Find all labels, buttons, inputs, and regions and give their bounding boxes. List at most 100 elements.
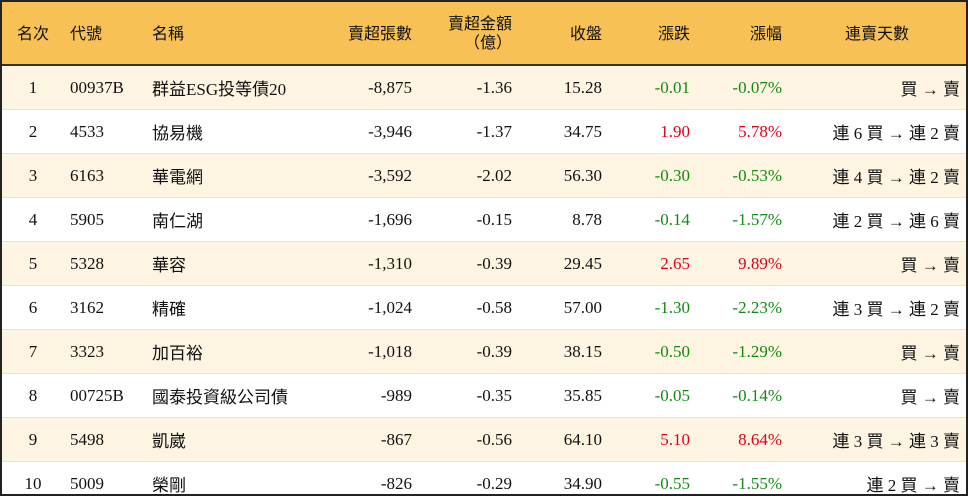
header-change[interactable]: 漲跌 [608,2,696,66]
cell-rank: 9 [2,417,64,462]
cell-close: 34.75 [518,109,608,154]
cell-code[interactable]: 00937B [64,65,146,110]
cell-pct: 9.89% [696,241,788,286]
cell-pct: -1.57% [696,197,788,242]
header-amount[interactable]: 賣超金額（億） [418,2,518,66]
table-row[interactable]: 2 4533 協易機 -3,946 -1.37 34.75 1.90 5.78% 連 6 買 →… [2,109,966,154]
cell-change: 1.90 [608,109,696,154]
cell-lots: -867 [318,417,418,462]
cell-amount: -0.58 [418,285,518,330]
cell-streak: 連 4 買 → 連 2 賣 [788,153,966,198]
cell-lots: -989 [318,373,418,418]
cell-change: -0.05 [608,373,696,418]
cell-lots: -3,946 [318,109,418,154]
cell-streak: 連 2 買 → 連 6 賣 [788,197,966,242]
table-row[interactable]: 4 5905 南仁湖 -1,696 -0.15 8.78 -0.14 -1.57% 連 2 買 … [2,197,966,242]
cell-lots: -1,024 [318,285,418,330]
cell-amount: -0.56 [418,417,518,462]
cell-close: 29.45 [518,241,608,286]
cell-code[interactable]: 4533 [64,109,146,154]
cell-change: -0.50 [608,329,696,374]
header-lots[interactable]: 賣超張數 [318,2,418,66]
cell-amount: -0.15 [418,197,518,242]
cell-pct: -0.14% [696,373,788,418]
header-close[interactable]: 收盤 [518,2,608,66]
cell-change: -0.01 [608,65,696,110]
table-row[interactable]: 1 00937B 群益ESG投等債20 -8,875 -1.36 15.28 -0.01 -0… [2,65,966,110]
cell-lots: -1,310 [318,241,418,286]
table-row[interactable]: 9 5498 凱崴 -867 -0.56 64.10 5.10 8.64% 連 3 買 → 連 … [2,417,966,462]
cell-pct: -1.55% [696,461,788,494]
cell-change: -0.30 [608,153,696,198]
cell-name[interactable]: 榮剛 [146,461,318,494]
cell-rank: 6 [2,285,64,330]
cell-code[interactable]: 3162 [64,285,146,330]
cell-code[interactable]: 5498 [64,417,146,462]
cell-lots: -3,592 [318,153,418,198]
cell-pct: -1.29% [696,329,788,374]
header-name[interactable]: 名稱 [146,2,318,66]
cell-name[interactable]: 協易機 [146,109,318,154]
header-pct[interactable]: 漲幅 [696,2,788,66]
cell-amount: -1.37 [418,109,518,154]
cell-name[interactable]: 凱崴 [146,417,318,462]
cell-rank: 5 [2,241,64,286]
cell-code[interactable]: 00725B [64,373,146,418]
cell-change: -0.14 [608,197,696,242]
cell-close: 35.85 [518,373,608,418]
cell-code[interactable]: 5328 [64,241,146,286]
cell-rank: 4 [2,197,64,242]
cell-name[interactable]: 華電網 [146,153,318,198]
table-row[interactable]: 3 6163 華電網 -3,592 -2.02 56.30 -0.30 -0.53% 連 4 買… [2,153,966,198]
cell-rank: 2 [2,109,64,154]
cell-pct: 8.64% [696,417,788,462]
cell-name[interactable]: 華容 [146,241,318,286]
cell-name[interactable]: 加百裕 [146,329,318,374]
cell-amount: -0.35 [418,373,518,418]
cell-pct: -0.07% [696,65,788,110]
cell-change: 5.10 [608,417,696,462]
cell-close: 15.28 [518,65,608,110]
cell-name[interactable]: 南仁湖 [146,197,318,242]
cell-code[interactable]: 5009 [64,461,146,494]
cell-name[interactable]: 國泰投資級公司債 [146,373,318,418]
header-code[interactable]: 代號 [64,2,146,66]
cell-lots: -826 [318,461,418,494]
cell-name[interactable]: 群益ESG投等債20 [146,65,318,110]
cell-amount: -0.39 [418,241,518,286]
cell-code[interactable]: 6163 [64,153,146,198]
cell-rank: 10 [2,461,64,494]
cell-rank: 3 [2,153,64,198]
cell-streak: 買 → 賣 [788,241,966,286]
header-rank[interactable]: 名次 [2,2,64,66]
cell-close: 34.90 [518,461,608,494]
cell-pct: 5.78% [696,109,788,154]
cell-pct: -0.53% [696,153,788,198]
header-row: 名次 代號 名稱 賣超張數 賣超金額（億） 收盤 漲跌 漲幅 連賣天數 [2,2,966,66]
cell-code[interactable]: 5905 [64,197,146,242]
table-row[interactable]: 5 5328 華容 -1,310 -0.39 29.45 2.65 9.89% 買 → 賣 [2,241,966,286]
cell-rank: 7 [2,329,64,374]
cell-lots: -1,696 [318,197,418,242]
table-row[interactable]: 10 5009 榮剛 -826 -0.29 34.90 -0.55 -1.55% 連 2 買 →… [2,461,966,494]
cell-close: 38.15 [518,329,608,374]
table-row[interactable]: 6 3162 精確 -1,024 -0.58 57.00 -1.30 -2.23% 連 3 買 … [2,285,966,330]
cell-rank: 1 [2,65,64,110]
header-streak[interactable]: 連賣天數 [788,2,966,66]
table-row[interactable]: 8 00725B 國泰投資級公司債 -989 -0.35 35.85 -0.05 -0.14%… [2,373,966,418]
cell-streak: 連 2 買 → 賣 [788,461,966,494]
cell-lots: -8,875 [318,65,418,110]
cell-amount: -0.39 [418,329,518,374]
cell-streak: 連 3 買 → 連 3 賣 [788,417,966,462]
cell-change: 2.65 [608,241,696,286]
cell-streak: 連 6 買 → 連 2 賣 [788,109,966,154]
cell-change: -1.30 [608,285,696,330]
cell-amount: -2.02 [418,153,518,198]
cell-code[interactable]: 3323 [64,329,146,374]
cell-name[interactable]: 精確 [146,285,318,330]
table-row[interactable]: 7 3323 加百裕 -1,018 -0.39 38.15 -0.50 -1.29% 買 → 賣 [2,329,966,374]
cell-amount: -0.29 [418,461,518,494]
cell-pct: -2.23% [696,285,788,330]
